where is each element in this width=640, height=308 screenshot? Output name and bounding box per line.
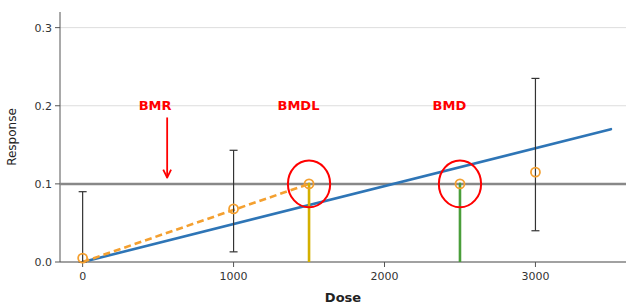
point bbox=[305, 179, 314, 188]
x-tick bbox=[535, 262, 536, 267]
annotation-texts: BMR BMDL BMD bbox=[139, 98, 467, 178]
y-tick-label: 0.3 bbox=[35, 22, 53, 35]
error-bar-cap bbox=[230, 251, 238, 252]
chart: 0.0 0.1 0.2 0.3 0 1000 2000 3000 Dose Response BMR… bbox=[0, 0, 640, 308]
arrow-shaft bbox=[166, 117, 168, 177]
highlight-ellipse bbox=[439, 160, 481, 207]
axes: 0.0 0.1 0.2 0.3 0 1000 2000 3000 bbox=[35, 12, 627, 283]
x-tick-label: 0 bbox=[79, 270, 86, 283]
y-axis-label: Response bbox=[5, 108, 19, 166]
x-tick bbox=[384, 262, 385, 267]
point bbox=[531, 168, 540, 177]
point bbox=[78, 254, 87, 263]
grid-line bbox=[60, 27, 626, 28]
line bbox=[308, 184, 311, 262]
error-bar-stem bbox=[535, 78, 536, 230]
annotation-label: BMR bbox=[139, 98, 172, 113]
error-bar-stem bbox=[233, 150, 234, 252]
line bbox=[459, 184, 462, 262]
arrow bbox=[163, 117, 171, 177]
plot-area bbox=[60, 129, 626, 262]
highlight-ellipse bbox=[288, 160, 330, 207]
line bbox=[83, 184, 309, 262]
grid-line bbox=[60, 183, 626, 184]
arrow-head bbox=[163, 170, 171, 178]
error-bar bbox=[531, 78, 539, 230]
annotation-label: BMD bbox=[433, 98, 467, 113]
annotation-label: BMDL bbox=[278, 98, 320, 113]
line bbox=[83, 129, 611, 262]
error-bar-cap bbox=[230, 150, 238, 151]
error-bar-cap bbox=[531, 230, 539, 231]
y-tick-label: 0.0 bbox=[35, 256, 53, 269]
y-tick bbox=[55, 105, 60, 106]
y-tick bbox=[55, 27, 60, 28]
x-tick-label: 1000 bbox=[220, 270, 248, 283]
y-tick-label: 0.1 bbox=[35, 178, 53, 191]
points bbox=[78, 78, 540, 262]
reference-line bbox=[60, 183, 626, 186]
error-bar bbox=[79, 192, 87, 262]
x-tick-label: 3000 bbox=[521, 270, 549, 283]
x-axis-label: Dose bbox=[325, 290, 361, 305]
grid-line bbox=[60, 262, 626, 263]
point bbox=[229, 204, 238, 213]
y-axis-line bbox=[60, 12, 61, 262]
y-tick bbox=[55, 262, 60, 263]
x-tick-label: 2000 bbox=[371, 270, 399, 283]
error-bar-cap bbox=[79, 191, 87, 192]
y-tick bbox=[55, 183, 60, 184]
error-bar-stem bbox=[82, 192, 83, 262]
error-bar bbox=[230, 150, 238, 252]
error-bar-cap bbox=[531, 78, 539, 79]
x-tick bbox=[233, 262, 234, 267]
x-axis-line bbox=[60, 262, 626, 263]
point bbox=[455, 179, 464, 188]
y-tick-label: 0.2 bbox=[35, 100, 53, 113]
annotation-shapes bbox=[288, 160, 481, 207]
